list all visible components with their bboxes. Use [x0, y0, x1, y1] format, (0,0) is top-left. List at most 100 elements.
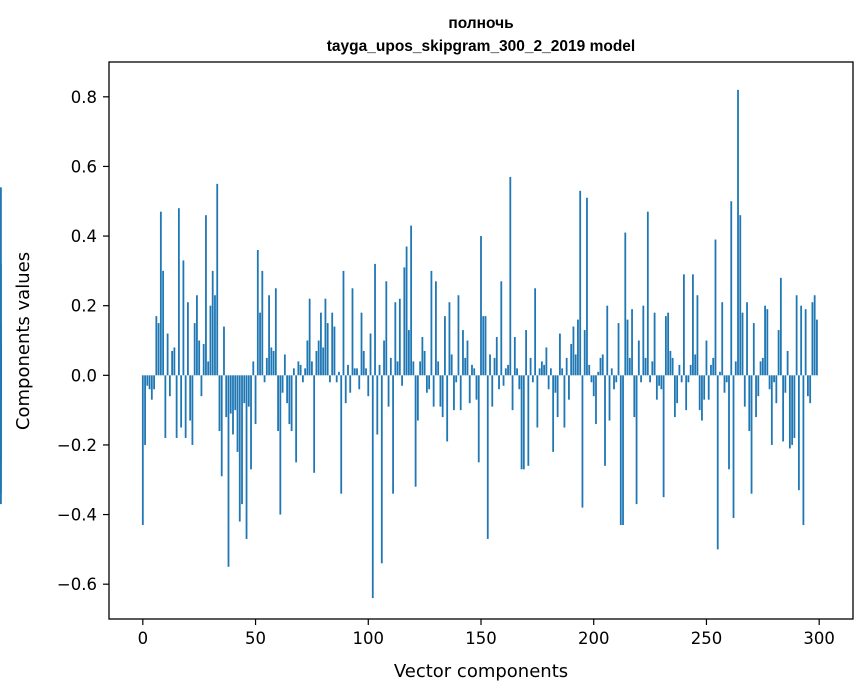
bar [628, 357, 631, 376]
bar [644, 357, 647, 376]
bar [719, 371, 721, 376]
bar [358, 375, 361, 390]
y-axis-label: Components values [13, 252, 34, 430]
bar [468, 375, 471, 404]
bar [223, 326, 225, 376]
bar [148, 375, 151, 390]
bar [556, 375, 559, 418]
bar [159, 211, 162, 376]
y-tick-label: 0.4 [71, 227, 97, 246]
bar [347, 364, 349, 376]
bar [144, 375, 146, 445]
bar [714, 239, 717, 376]
bar [619, 375, 622, 525]
bar [741, 312, 744, 376]
bar [198, 340, 201, 376]
bar [168, 375, 171, 397]
plot-frame [108, 61, 854, 620]
bar [493, 357, 496, 376]
y-tick-label: 0.6 [71, 157, 97, 176]
bar [184, 375, 187, 438]
bar [791, 375, 794, 445]
x-axis-label: Vector components [394, 661, 568, 682]
bar [383, 340, 385, 376]
bar [171, 350, 174, 376]
bar [446, 375, 449, 442]
bar [748, 375, 751, 432]
x-tick-label: 200 [578, 629, 610, 648]
bar [356, 368, 358, 376]
bar [141, 375, 144, 525]
bar [802, 375, 805, 525]
bar [568, 375, 570, 400]
bar [723, 375, 726, 393]
bar [311, 361, 313, 376]
bar [455, 375, 458, 383]
bar [667, 312, 670, 376]
bar [320, 312, 322, 376]
bar [344, 375, 347, 404]
bar [764, 305, 766, 376]
bar [326, 323, 329, 376]
bar [333, 326, 336, 376]
bar [728, 375, 730, 470]
bar [669, 350, 672, 376]
bar [613, 375, 615, 390]
bar [525, 330, 527, 376]
bar [324, 298, 327, 376]
bar [313, 375, 316, 473]
bar [538, 368, 541, 376]
bar [809, 375, 812, 404]
bar [626, 319, 629, 376]
bar [405, 246, 408, 376]
bar [759, 361, 762, 376]
bar [545, 347, 548, 376]
bar [721, 302, 724, 376]
bar [610, 368, 613, 376]
bar [459, 375, 462, 411]
bar [432, 375, 435, 407]
bar [162, 270, 165, 376]
bar [588, 364, 591, 376]
bar [389, 357, 392, 376]
bar [425, 375, 428, 393]
bar [250, 375, 252, 470]
bar [498, 375, 500, 390]
bar [342, 270, 345, 376]
bar [807, 375, 809, 397]
bar [247, 375, 250, 407]
bar [581, 375, 584, 508]
bar [256, 249, 259, 376]
bar [565, 357, 568, 376]
bar [592, 375, 595, 397]
bar [559, 333, 561, 376]
bar [527, 375, 530, 466]
bar [435, 281, 437, 376]
bar [196, 295, 198, 376]
bars-group [0, 89, 818, 599]
bar [238, 375, 241, 522]
bar [211, 270, 214, 376]
bar [340, 375, 343, 494]
bar [419, 361, 422, 376]
bar [243, 375, 246, 404]
bar [365, 368, 367, 376]
bar [574, 354, 577, 376]
bar [283, 354, 286, 376]
bar [511, 375, 514, 411]
bar [268, 295, 270, 376]
bar [322, 347, 325, 376]
bar [583, 330, 586, 376]
bar [164, 375, 167, 438]
x-axis-ticks: 0 50 100 150 200 250 300 [138, 619, 835, 648]
y-tick-label: 0.2 [71, 297, 97, 316]
bar [606, 305, 609, 376]
bar [189, 375, 192, 421]
bar [768, 375, 771, 390]
bar [392, 375, 394, 494]
bar [680, 375, 683, 383]
bar [335, 375, 338, 383]
bar [716, 375, 719, 550]
bar [577, 319, 579, 376]
bar [664, 316, 667, 376]
